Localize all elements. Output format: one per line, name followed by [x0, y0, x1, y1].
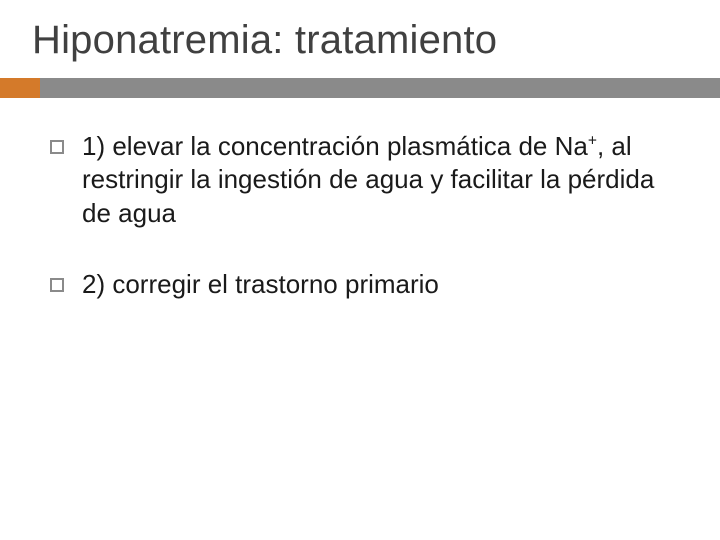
title-rule [0, 78, 720, 98]
square-bullet-icon [50, 278, 64, 292]
accent-bar [0, 78, 40, 98]
slide-title: Hiponatremia: tratamiento [32, 18, 497, 63]
slide: Hiponatremia: tratamiento 1) elevar la c… [0, 0, 720, 540]
list-item: 2) corregir el trastorno primario [50, 268, 680, 301]
text-pre: 1) elevar la concentración plasmática de… [82, 131, 588, 161]
text-sup: + [588, 132, 597, 149]
list-item: 1) elevar la concentración plasmática de… [50, 130, 680, 230]
text-pre: 2) corregir el trastorno primario [82, 269, 439, 299]
list-item-text: 2) corregir el trastorno primario [82, 268, 680, 301]
list-item-text: 1) elevar la concentración plasmática de… [82, 130, 680, 230]
body-content: 1) elevar la concentración plasmática de… [50, 130, 680, 301]
square-bullet-icon [50, 140, 64, 154]
horizontal-rule [40, 78, 720, 98]
